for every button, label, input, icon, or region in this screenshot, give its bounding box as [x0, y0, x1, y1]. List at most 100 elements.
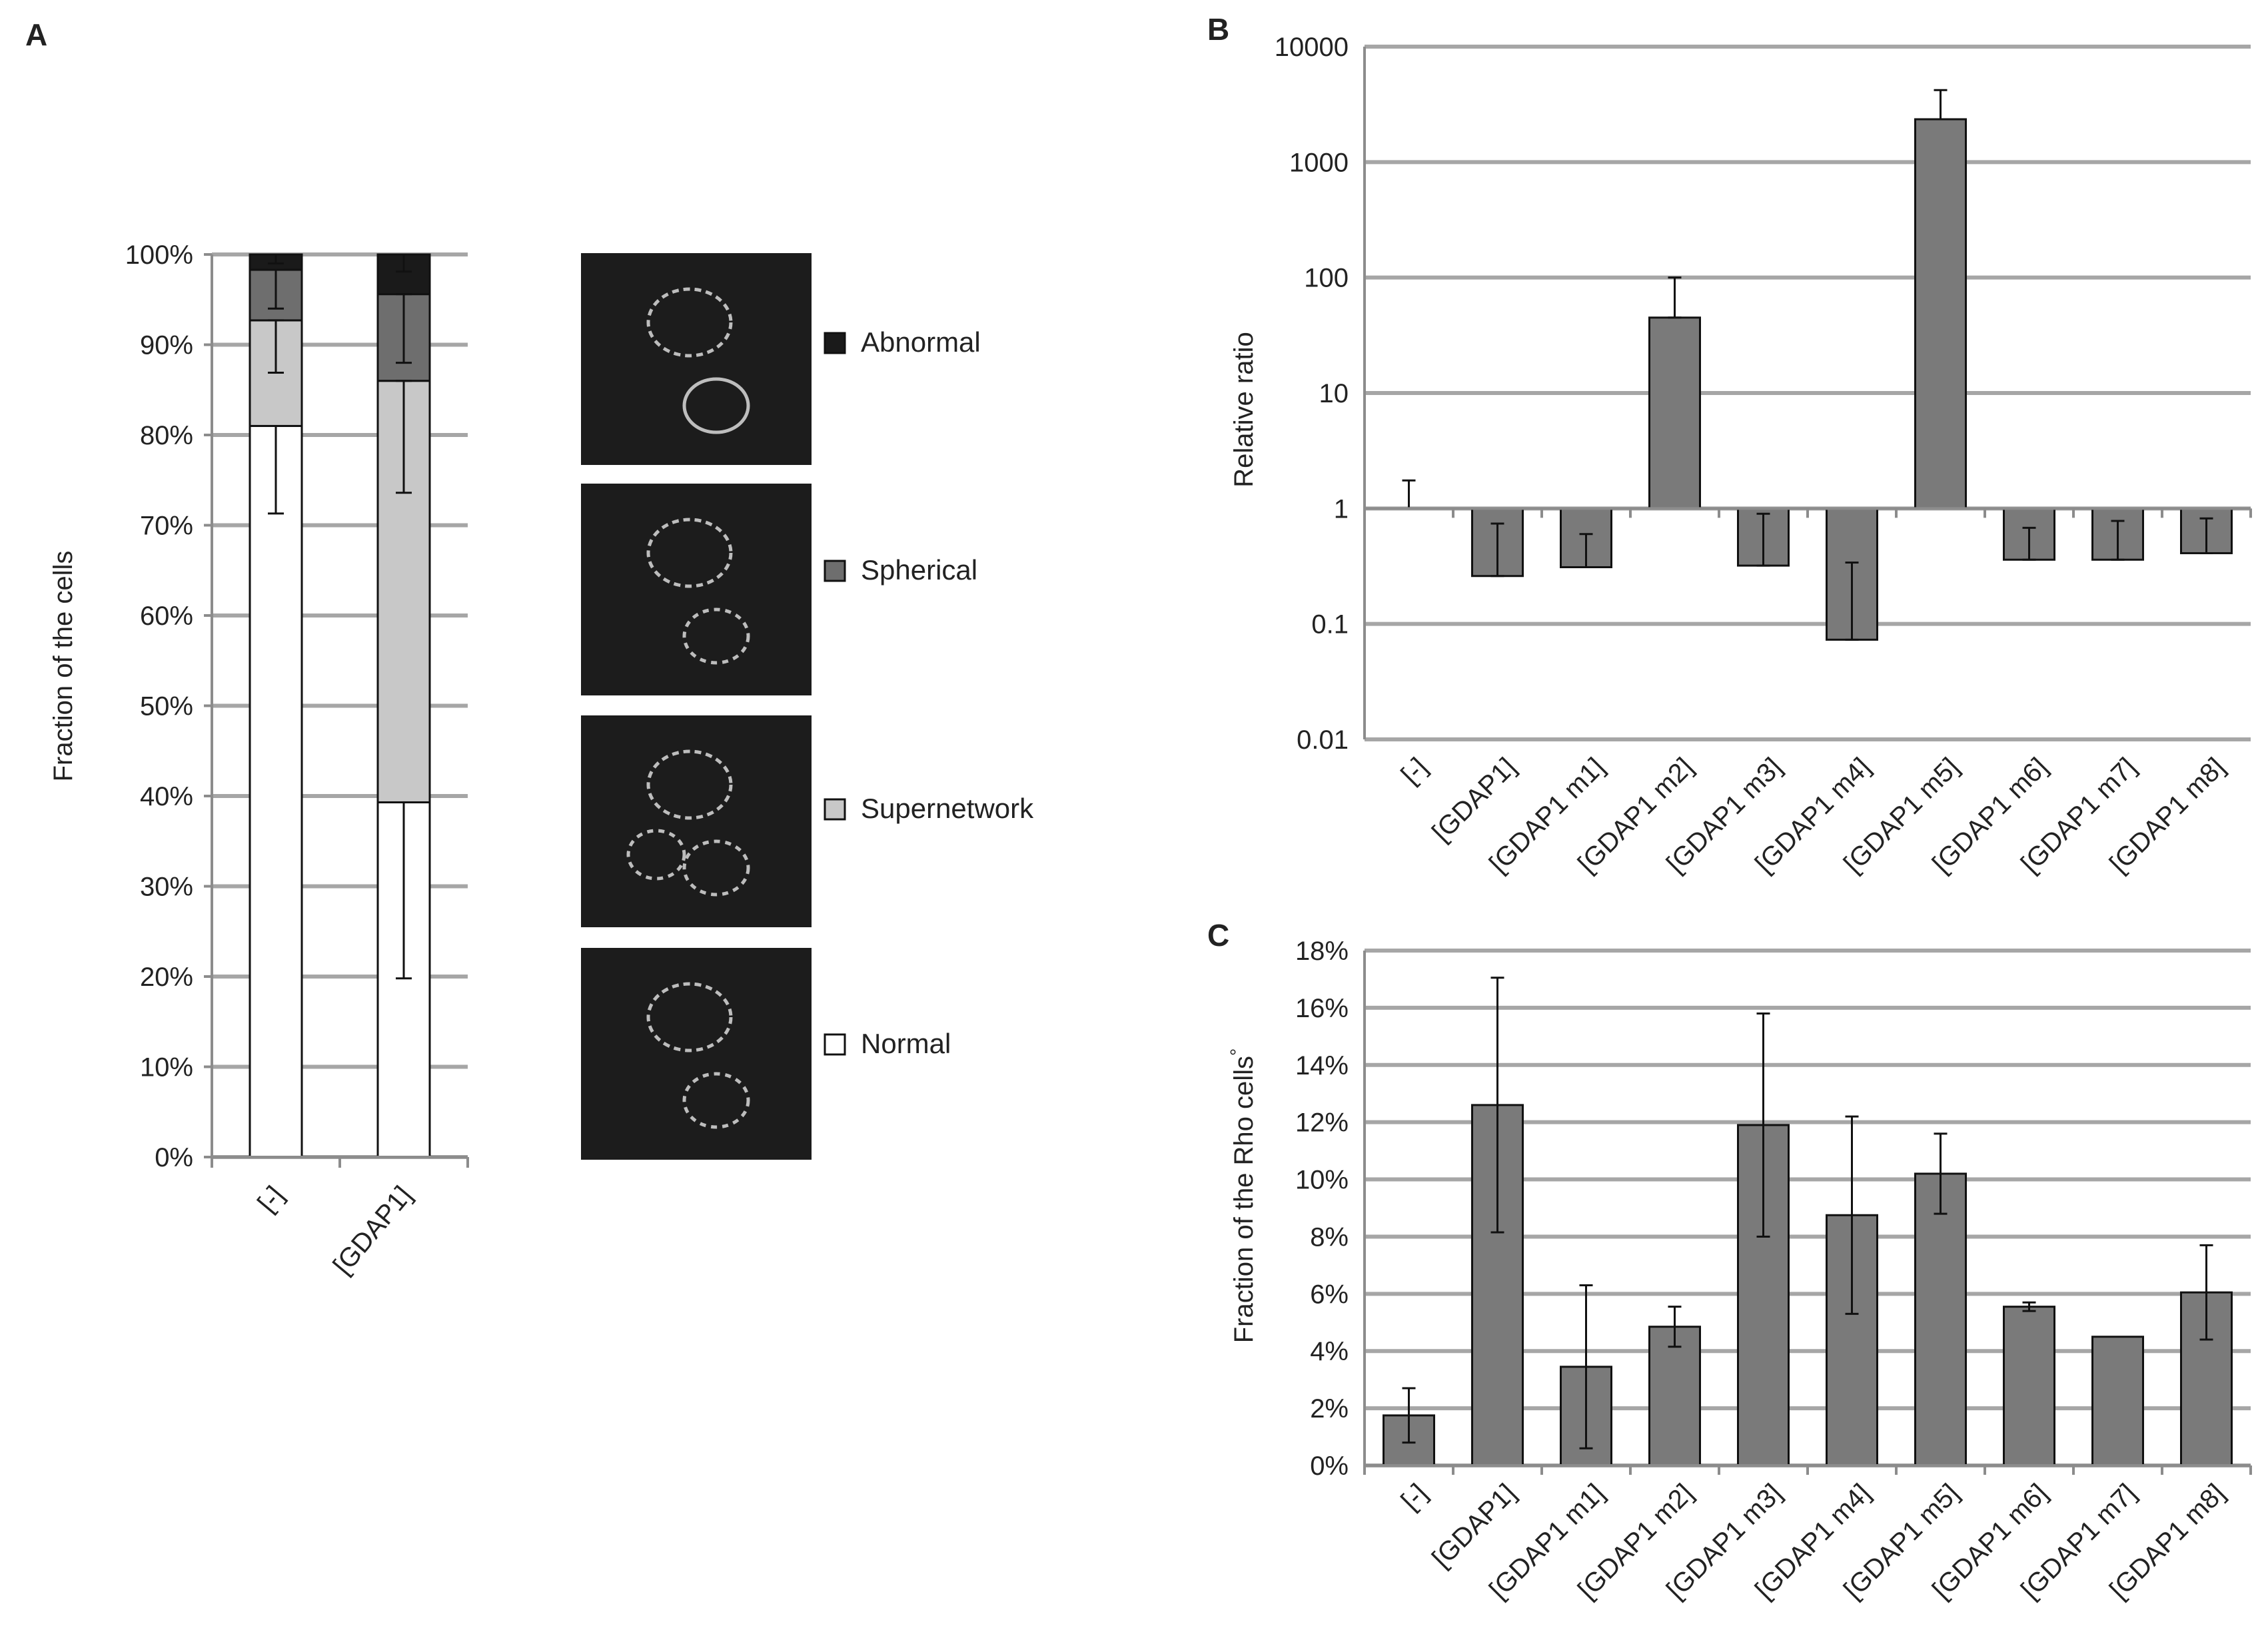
b-bar: [1914, 118, 1967, 510]
micrograph-legend: Abnormal Spherical Supernetwork Normal: [581, 253, 1034, 1160]
b-error-bar: [1402, 479, 1416, 510]
c-y-tick-label: 6%: [1310, 1280, 1349, 1309]
micrograph-image: [581, 253, 812, 465]
a-y-tick-label: 10%: [140, 1053, 193, 1082]
c-y-tick-label: 8%: [1310, 1222, 1349, 1252]
panel-label-a: A: [25, 17, 47, 52]
cell-outline: [646, 749, 733, 820]
c-category-labels: [-][GDAP1][GDAP1 m1][GDAP1 m2][GDAP1 m3]…: [1396, 1478, 2231, 1605]
c-y-tick-label: 2%: [1310, 1394, 1349, 1424]
a-stacked-bars: [249, 253, 431, 1158]
c-bar: [2091, 1336, 2144, 1467]
legend-swatch-spherical: [824, 560, 846, 582]
c-error-bar: [1668, 1306, 1682, 1348]
a-category-labels: [-] [GDAP1]: [252, 1181, 418, 1280]
a-y-tick-label: 70%: [140, 512, 193, 541]
a-error-bar-spherical: [268, 268, 284, 310]
c-error-bar: [1579, 1284, 1593, 1449]
c-y-tick-label: 16%: [1295, 994, 1349, 1023]
a-y-tick-label: 100%: [125, 240, 193, 270]
a-y-tick-label: 60%: [140, 602, 193, 631]
b-error-bar: [1668, 276, 1682, 319]
a-axes: [204, 253, 469, 1168]
b-bar: [1648, 316, 1701, 510]
c-y-axis-title-text: Fraction of the Rho cells: [1229, 1056, 1259, 1343]
legend-swatch-normal: [824, 1033, 846, 1056]
micrograph-image: [581, 484, 812, 695]
cell-outline: [646, 287, 733, 358]
c-y-tick-label: 14%: [1295, 1051, 1349, 1080]
b-category-label: [-]: [1396, 752, 1433, 789]
cell-outline: [682, 1072, 750, 1129]
a-error-bar-abnormal: [268, 253, 284, 265]
a-y-tick-label: 40%: [140, 782, 193, 811]
legend-swatch-supernetwork: [824, 798, 846, 821]
cell-outline: [646, 518, 733, 588]
panel-label-c: C: [1207, 918, 1229, 953]
a-y-tick-label: 80%: [140, 421, 193, 450]
c-error-bar: [1934, 1132, 1948, 1215]
b-y-tick-label: 10: [1319, 379, 1349, 408]
c-error-bars: [1402, 977, 2213, 1449]
a-error-bar-spherical: [396, 293, 412, 364]
c-y-tick-label: 4%: [1310, 1337, 1349, 1366]
c-y-tick-label: 12%: [1295, 1108, 1349, 1138]
c-category-label: [-]: [1396, 1478, 1433, 1515]
a-category-label: [-]: [252, 1181, 290, 1218]
b-error-bar: [1756, 512, 1770, 567]
cell-outline: [682, 377, 750, 434]
c-error-bar: [1402, 1387, 1416, 1444]
micrograph-normal: [581, 948, 812, 1160]
c-bars: [1383, 1104, 2233, 1467]
b-y-axis-title: Relative ratio: [1229, 332, 1259, 487]
c-category-label: [GDAP1]: [1426, 1478, 1522, 1573]
micrograph-abnormal: [581, 253, 812, 465]
c-error-bar: [1845, 1115, 1859, 1315]
a-y-tick-label: 90%: [140, 331, 193, 360]
c-y-tick-label: 10%: [1295, 1166, 1349, 1195]
b-y-tick-label: 1000: [1289, 148, 1349, 177]
a-y-tick-label: 0%: [155, 1143, 193, 1172]
b-category-labels: [-][GDAP1][GDAP1 m1][GDAP1 m2][GDAP1 m3]…: [1396, 752, 2231, 879]
b-y-tick-label: 100: [1304, 264, 1349, 293]
a-y-tick-label: 20%: [140, 963, 193, 992]
c-bar: [1914, 1172, 1967, 1467]
b-error-bar: [2199, 517, 2213, 554]
c-bar: [2003, 1306, 2055, 1467]
b-error-bar: [1845, 562, 1859, 641]
cell-outline: [626, 829, 686, 881]
b-y-tick-label: 0.01: [1297, 725, 1349, 755]
b-axes: [1363, 47, 2252, 739]
b-y-tick-label: 10000: [1275, 33, 1349, 62]
c-error-bar: [2199, 1244, 2213, 1341]
c-y-axis-title: Fraction of the Rho cells°: [1227, 1048, 1259, 1344]
chart-c: 0% 2% 4% 6% 8% 10% 12% 14% 16% 18% [-][GDAP1][GDA…: [1227, 937, 2252, 1605]
a-y-tick-labels: 0% 10% 20% 30% 40% 50% 60% 70% 80% 90% 100%: [125, 240, 193, 1172]
legend-label-normal: Normal: [861, 1028, 951, 1059]
legend-label-spherical: Spherical: [861, 554, 977, 586]
c-y-tick-label: 18%: [1295, 937, 1349, 966]
cell-outline: [682, 839, 750, 897]
chart-a: 0% 10% 20% 30% 40% 50% 60% 70% 80% 90% 100% [-] [GD…: [49, 240, 469, 1280]
a-y-tick-label: 50%: [140, 692, 193, 721]
cell-outline: [646, 982, 733, 1052]
a-error-bar-normal: [268, 424, 284, 515]
b-error-bar: [2022, 526, 2036, 561]
a-y-axis-title: Fraction of the cells: [49, 551, 78, 782]
b-y-tick-label: 0.1: [1311, 610, 1349, 639]
b-category-label: [GDAP1]: [1426, 752, 1522, 847]
cell-outline: [682, 608, 750, 665]
c-error-bar: [2022, 1301, 2036, 1312]
b-error-bar: [1579, 533, 1593, 568]
micrograph-image: [581, 715, 812, 927]
a-y-tick-label: 30%: [140, 873, 193, 902]
a-error-bar-abnormal: [396, 253, 412, 273]
legend-label-abnormal: Abnormal: [861, 326, 981, 358]
micrograph-supernetwork: [581, 715, 812, 927]
chart-b: 0.01 0.1 1 10 100 1000 10000 [-][GDAP1][GDAP1 …: [1229, 33, 2252, 879]
a-error-bar-normal: [396, 801, 412, 980]
b-error-bar: [1934, 89, 1948, 121]
c-y-tick-labels: 0% 2% 4% 6% 8% 10% 12% 14% 16% 18%: [1295, 937, 1349, 1481]
b-error-bar: [2111, 520, 2125, 561]
